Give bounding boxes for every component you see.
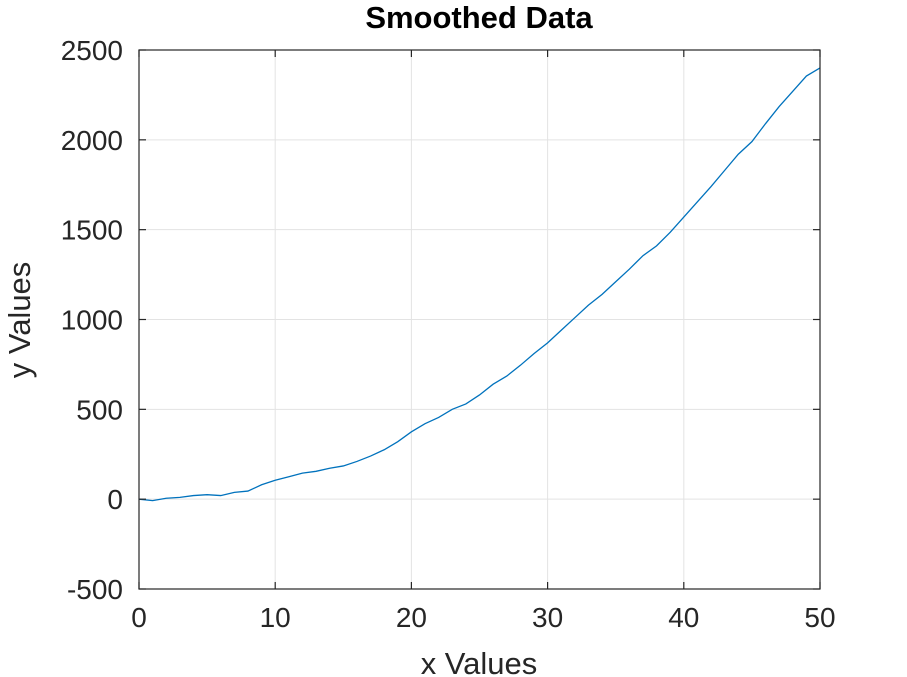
y-tick-label: -500 [67,574,123,605]
x-tick-label: 0 [131,602,147,633]
x-tick-label: 10 [260,602,291,633]
y-tick-label: 2500 [61,35,123,66]
x-axis-label: x Values [421,646,538,677]
y-tick-label: 500 [76,394,123,425]
smoothed-data-line [138,67,821,502]
y-tick-label: 0 [107,484,123,515]
x-tick-label: 50 [804,602,835,633]
x-ticks: 0 10 20 30 40 50 [131,50,836,633]
y-ticks: -500 0 500 1000 1500 2000 2500 [61,35,820,605]
y-axis-label: y Values [2,262,37,379]
x-tick-label: 20 [396,602,427,633]
x-tick-label: 40 [668,602,699,633]
x-tick-label: 30 [532,602,563,633]
y-tick-label: 2000 [61,125,123,156]
y-tick-label: 1500 [61,215,123,246]
chart-title: Smoothed Data [365,0,593,35]
y-tick-label: 1000 [61,305,123,336]
